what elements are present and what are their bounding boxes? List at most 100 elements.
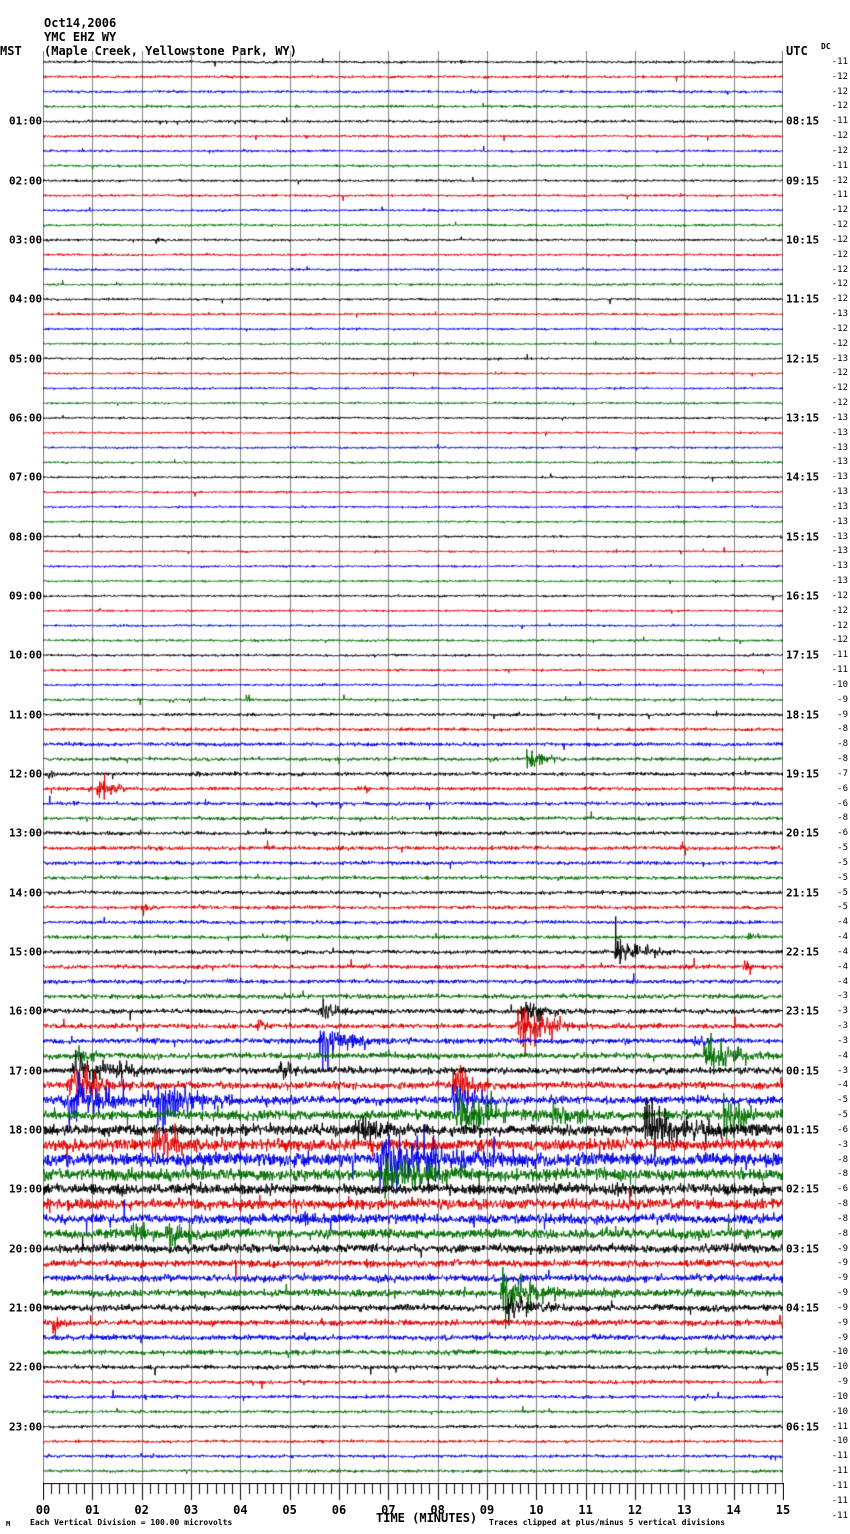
dc-value-label: -3 [837, 1139, 848, 1150]
dc-value-label: -5 [837, 872, 848, 883]
dc-value-label: -4 [837, 1080, 848, 1091]
dc-value-label: -4 [837, 917, 848, 928]
dc-value-label: -10 [831, 1406, 848, 1417]
dc-value-label: -3 [837, 1035, 848, 1046]
x-tick-label: 13 [677, 1503, 692, 1517]
header-station: YMC EHZ WY [44, 30, 117, 44]
x-tick-label: 05 [282, 1503, 297, 1517]
dc-value-label: -12 [831, 234, 848, 245]
x-axis-title: TIME (MINUTES) [376, 1511, 478, 1525]
dc-value-label: -9 [837, 694, 848, 705]
dc-value-label: -12 [831, 368, 848, 379]
utc-time-label: 09:15 [786, 174, 820, 188]
dc-value-label: -5 [837, 843, 848, 854]
utc-time-label: 21:15 [786, 886, 820, 900]
dc-value-label: -10 [831, 679, 848, 690]
x-tick-label: 12 [627, 1503, 643, 1517]
dc-value-label: -12 [831, 323, 848, 334]
dc-value-label: -11 [831, 1451, 848, 1462]
dc-value-label: -12 [831, 338, 848, 349]
dc-value-label: -9 [837, 1273, 848, 1284]
dc-value-label: -7 [837, 768, 848, 779]
dc-value-label: -6 [837, 1124, 848, 1135]
dc-value-label: -4 [837, 976, 848, 987]
dc-value-label: -5 [837, 887, 848, 898]
dc-value-label: -6 [837, 828, 848, 839]
dc-value-label: -8 [837, 813, 848, 824]
dc-value-label: -11 [831, 665, 848, 676]
mst-time-label: 12:00 [9, 767, 43, 781]
x-tick-label: 07 [381, 1503, 396, 1517]
mst-time-label: 20:00 [9, 1242, 43, 1256]
dc-value-label: -13 [831, 561, 848, 572]
mst-time-label: 21:00 [9, 1301, 43, 1315]
dc-value-label: -8 [837, 724, 848, 735]
dc-value-label: -6 [837, 783, 848, 794]
x-tick-label: 04 [233, 1503, 248, 1517]
footer-right: Traces clipped at plus/minus 5 vertical … [489, 1518, 726, 1527]
mst-time-label: 22:00 [9, 1360, 43, 1374]
x-tick-label: 00 [35, 1503, 51, 1517]
helicorder-plot[interactable] [43, 51, 783, 1483]
x-tick-label: 01 [85, 1503, 100, 1517]
dc-value-label: -12 [831, 398, 848, 409]
dc-value-label: -9 [837, 709, 848, 720]
mst-time-label: 11:00 [9, 708, 43, 722]
dc-value-label: -12 [831, 86, 848, 97]
mst-time-label: 07:00 [9, 470, 43, 484]
dc-value-label: -11 [831, 650, 848, 661]
utc-time-label: 01:15 [786, 1123, 820, 1137]
dc-value-label: -3 [837, 1065, 848, 1076]
footer-left: Each Vertical Division = 100.00 microvol… [30, 1518, 233, 1527]
dc-value-label: -11 [831, 190, 848, 201]
dc-value-label: -3 [837, 1021, 848, 1032]
dc-value-label: -5 [837, 1110, 848, 1121]
dc-value-label: -12 [831, 71, 848, 82]
dc-value-label: -4 [837, 946, 848, 957]
axis-label-mst: MST [0, 44, 22, 58]
dc-value-label: -3 [837, 1006, 848, 1017]
dc-value-label: -4 [837, 961, 848, 972]
dc-value-label: -11 [831, 57, 848, 67]
dc-value-label: -8 [837, 1213, 848, 1224]
seismogram-canvas[interactable] [43, 51, 783, 1483]
dc-value-label: -10 [831, 1362, 848, 1373]
dc-value-label: -13 [831, 412, 848, 423]
axis-label-utc: UTC [786, 44, 808, 58]
dc-value-label: -12 [831, 590, 848, 601]
utc-time-label: 10:15 [786, 233, 820, 247]
dc-value-label: -9 [837, 1243, 848, 1254]
dc-value-label: -9 [837, 1288, 848, 1299]
utc-time-label: 16:15 [786, 589, 820, 603]
utc-time-label: 02:15 [786, 1182, 820, 1196]
x-axis-ticks [43, 1483, 784, 1503]
header-date: Oct14,2006 [44, 16, 117, 30]
dc-value-label: -6 [837, 1184, 848, 1195]
x-tick-label: 14 [726, 1503, 741, 1517]
dc-value-label: -12 [831, 131, 848, 142]
dc-value-label: -8 [837, 1154, 848, 1165]
utc-time-label: 23:15 [786, 1004, 820, 1018]
utc-time-label: 12:15 [786, 352, 820, 366]
dc-value-label: -11 [831, 1510, 848, 1521]
dc-value-label: -12 [831, 264, 848, 275]
dc-value-label: -9 [837, 1258, 848, 1269]
mst-time-label: 23:00 [9, 1420, 43, 1434]
dc-value-label: -9 [837, 1302, 848, 1313]
mst-time-label: 05:00 [9, 352, 43, 366]
dc-value-label: -11 [831, 1421, 848, 1432]
dc-value-label: -6 [837, 798, 848, 809]
mst-time-label: 15:00 [9, 945, 43, 959]
dc-value-label: -12 [831, 205, 848, 216]
utc-time-label: 11:15 [786, 292, 820, 306]
mst-time-label: 08:00 [9, 530, 43, 544]
mst-time-label: 09:00 [9, 589, 43, 603]
utc-time-label: 15:15 [786, 530, 820, 544]
utc-time-label: 13:15 [786, 411, 820, 425]
mst-time-label: 03:00 [9, 233, 43, 247]
dc-value-label: -12 [831, 249, 848, 260]
dc-value-label: -12 [831, 620, 848, 631]
dc-value-label: -12 [831, 294, 848, 305]
dc-value-label: -13 [831, 353, 848, 364]
dc-value-label: -11 [831, 1480, 848, 1491]
